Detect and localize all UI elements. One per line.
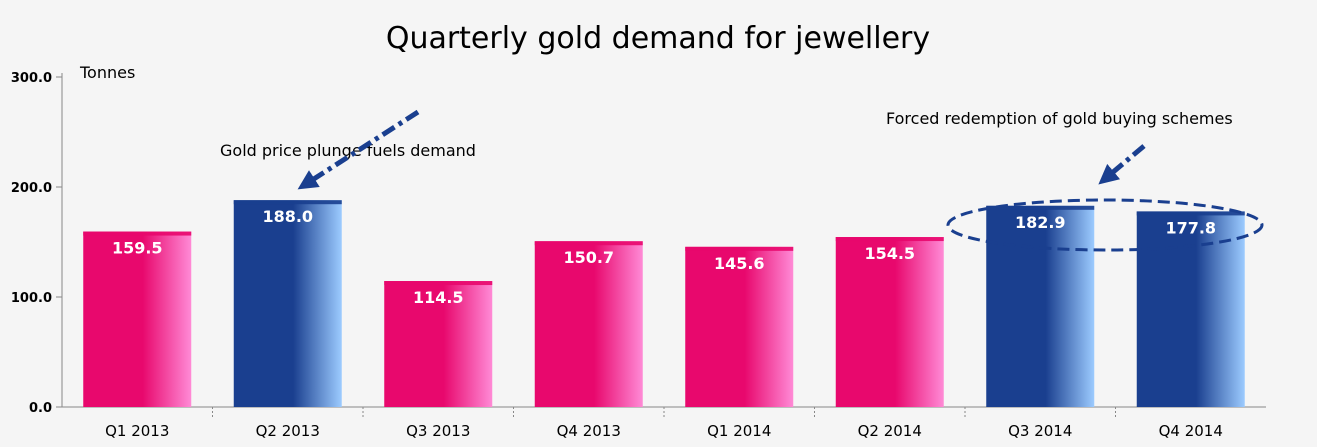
bar-value-label: 177.8: [1165, 218, 1216, 237]
x-tick-label: Q4 2013: [557, 422, 621, 440]
x-tick-labels: Q1 2013 Q2 2013 Q3 2013 Q4 2013 Q1 2014 Q2 20…: [105, 422, 1223, 440]
bar-top-edge: [835, 237, 944, 242]
annotation-redemption-ellipse: [946, 198, 1264, 252]
bar: [1136, 211, 1245, 407]
bar: [835, 237, 944, 407]
y-tick-labels: 0.0 100.0 200.0 300.0: [11, 71, 52, 416]
bars: [83, 200, 1245, 407]
bar-top-edge: [233, 200, 342, 205]
x-tick-label: Q1 2013: [105, 422, 169, 440]
bar-value-label: 159.5: [112, 239, 163, 258]
bar-value-label: 114.5: [413, 288, 464, 307]
annotation-redemption-text: Forced redemption of gold buying schemes: [886, 109, 1233, 128]
annotation-price-plunge: Gold price plunge fuels demand: [220, 109, 476, 190]
x-tick-label: Q2 2014: [858, 422, 922, 440]
bar-value-label: 150.7: [563, 248, 614, 267]
chart-title: Quarterly gold demand for jewellery: [386, 21, 930, 56]
bar-top-edge: [534, 241, 643, 246]
bar-value-label: 145.6: [714, 254, 765, 273]
x-tick-label: Q2 2013: [256, 422, 320, 440]
y-tick-label: 300.0: [11, 71, 52, 86]
annotation-redemption-arrow: [1098, 144, 1146, 185]
bar: [233, 200, 342, 407]
annotation-price-plunge-text: Gold price plunge fuels demand: [220, 141, 476, 160]
bar-top-edge: [83, 231, 192, 236]
bar: [534, 241, 643, 407]
value-labels: 159.5 188.0 114.5 150.7 145.6 154.5 182.9 177.8: [112, 207, 1216, 307]
x-tick-label: Q1 2014: [707, 422, 771, 440]
x-tick-label: Q3 2014: [1008, 422, 1072, 440]
bar: [986, 205, 1095, 407]
y-axis-label: Tonnes: [79, 63, 135, 82]
bar: [83, 231, 192, 407]
annotation-redemption: Forced redemption of gold buying schemes: [886, 109, 1264, 252]
bar-top-edge: [384, 281, 493, 286]
y-tick-label: 100.0: [11, 291, 52, 306]
annotation-price-plunge-arrow: [297, 109, 420, 190]
bar-top-edge: [685, 246, 794, 251]
bar-value-label: 182.9: [1015, 213, 1066, 232]
bar-value-label: 188.0: [262, 207, 313, 226]
bar-top-edge: [1136, 211, 1245, 216]
x-tick-label: Q4 2014: [1159, 422, 1223, 440]
bar-value-label: 154.5: [864, 244, 915, 263]
bar: [685, 246, 794, 407]
y-tick-label: 200.0: [11, 181, 52, 196]
bar-top-edge: [986, 205, 1095, 210]
x-tick-label: Q3 2013: [406, 422, 470, 440]
y-tick-label: 0.0: [29, 401, 52, 416]
bar: [384, 281, 493, 407]
